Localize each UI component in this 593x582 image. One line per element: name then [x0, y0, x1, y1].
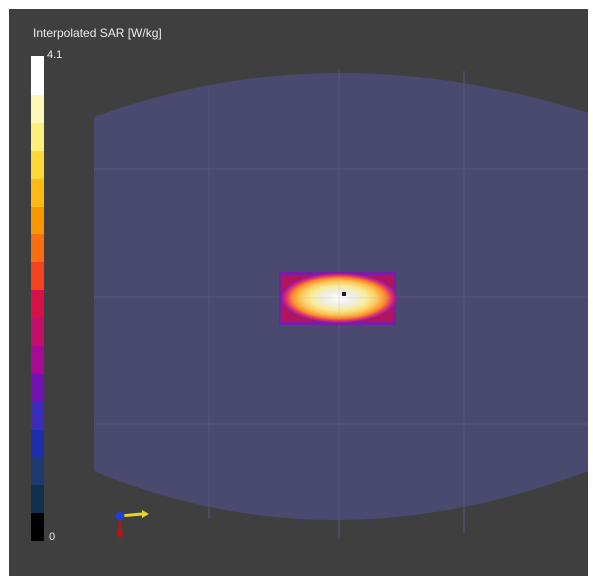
legend-color-step — [31, 56, 44, 96]
legend-color-step — [31, 234, 44, 263]
axis-z — [115, 511, 125, 521]
legend-title: Interpolated SAR [W/kg] — [33, 26, 162, 40]
axis-x-arrow — [142, 510, 149, 518]
legend-colorbar — [31, 56, 44, 542]
legend-color-step — [31, 95, 44, 123]
axes-triad[interactable] — [115, 510, 150, 539]
render-viewport[interactable]: Interpolated SAR [W/kg] 4.1 0 — [9, 9, 588, 576]
legend-color-step — [31, 457, 44, 486]
probe-marker — [342, 292, 346, 296]
legend-min-label: 0 — [49, 531, 56, 543]
legend-color-step — [31, 429, 44, 458]
legend-color-step — [31, 345, 44, 374]
legend-color-step — [31, 178, 44, 207]
legend-color-step — [31, 513, 44, 542]
legend-color-step — [31, 290, 44, 319]
legend-color-step — [31, 318, 44, 346]
legend-color-step — [31, 122, 44, 151]
legend-color-step — [31, 401, 44, 430]
sar-hotspot — [279, 272, 397, 325]
legend-color-step — [31, 485, 44, 514]
legend-color-step — [31, 373, 44, 402]
legend-max-label: 4.1 — [47, 49, 63, 61]
legend-color-step — [31, 262, 44, 291]
legend-color-step — [31, 150, 44, 179]
axis-y-arrow — [116, 532, 124, 539]
legend-color-step — [31, 206, 44, 235]
sar-scene[interactable] — [9, 9, 588, 576]
